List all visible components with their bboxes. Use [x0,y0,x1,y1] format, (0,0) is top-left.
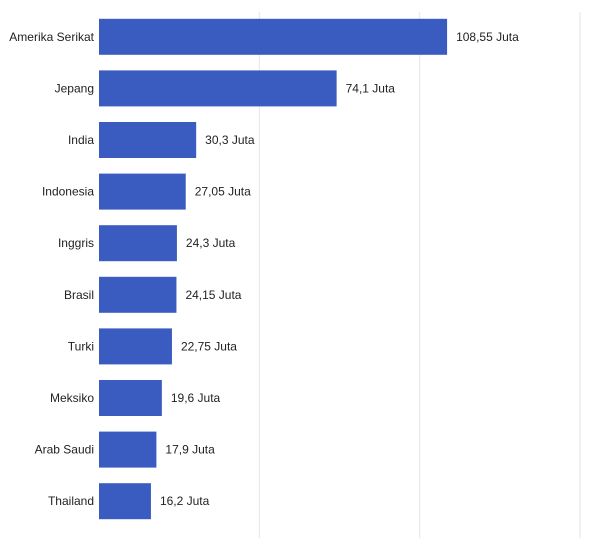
bar [99,122,197,158]
category-labels: Amerika Serikat Jepang India Indonesia Inggr… [9,30,94,508]
bar [99,431,157,468]
value-label: 74,1 Juta [346,81,396,95]
bar [99,70,337,107]
value-label: 16,2 Juta [160,494,210,508]
category-label: Arab Saudi [35,443,94,457]
bar [99,276,177,313]
value-label: 24,15 Juta [185,288,241,302]
category-label: Thailand [48,494,94,508]
bars [99,18,448,520]
category-label: Inggris [58,236,94,250]
bar [99,225,177,262]
value-label: 27,05 Juta [195,185,251,199]
category-label: Turki [68,339,94,353]
value-labels: 108,55 Juta 74,1 Juta 30,3 Juta 27,05 Juta 2… [160,30,519,508]
bar [99,18,448,55]
value-label: 17,9 Juta [165,443,215,457]
value-label: 19,6 Juta [171,391,221,405]
value-label: 22,75 Juta [181,339,237,353]
category-label: Amerika Serikat [9,30,94,44]
category-label: Jepang [55,81,94,95]
value-label: 108,55 Juta [456,30,519,44]
bar [99,328,172,365]
category-label: Brasil [64,288,94,302]
value-label: 30,3 Juta [205,133,255,147]
bar [99,380,162,416]
value-label: 24,3 Juta [186,236,236,250]
category-label: India [68,133,94,147]
bar [99,483,151,520]
category-label: Indonesia [42,185,94,199]
bar [99,173,186,210]
category-label: Meksiko [50,391,94,405]
